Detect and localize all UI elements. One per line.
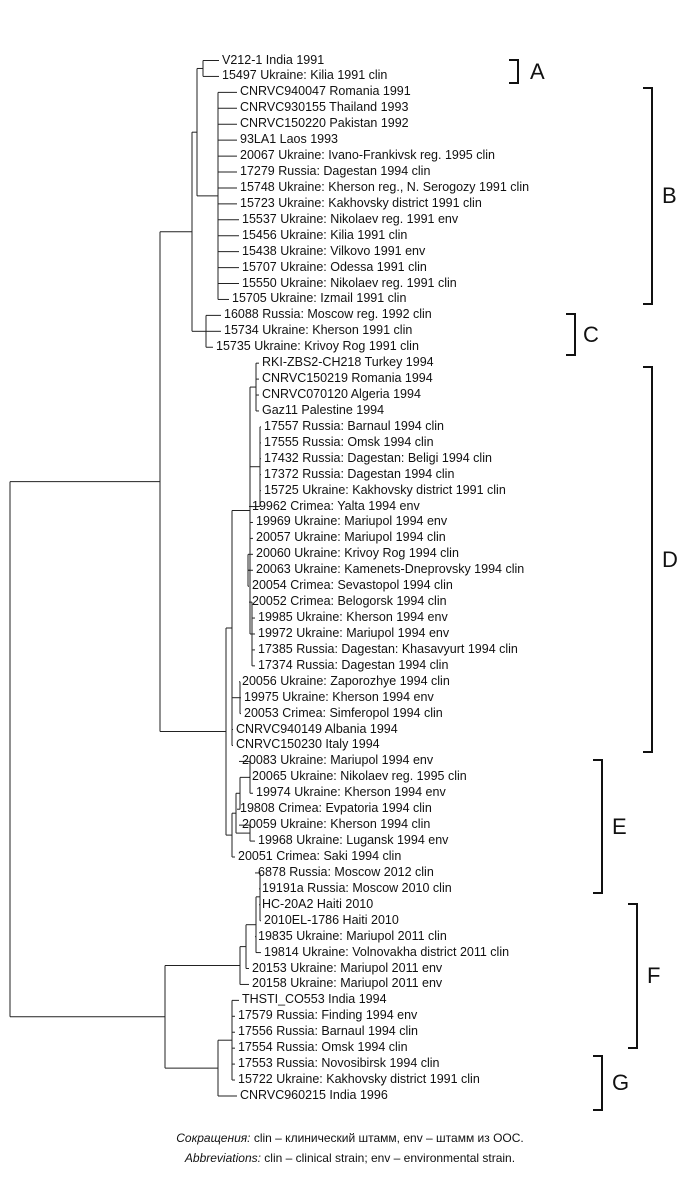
clade-letter: B (662, 183, 677, 208)
clade-bracket (643, 87, 653, 305)
leaf-label: 19814 Ukraine: Volnovakha district 2011 … (264, 944, 510, 959)
leaf-label: 15537 Ukraine: Nikolaev reg. 1991 env (242, 211, 459, 226)
leaf-label: CNRVC150230 Italy 1994 (236, 737, 380, 752)
leaf-label: 6878 Russia: Moscow 2012 clin (258, 864, 434, 879)
leaf-label: 19191a Russia: Moscow 2010 clin (262, 880, 452, 895)
leaf-label: 20063 Ukraine: Kamenets-Dneprovsky 1994 … (256, 562, 525, 577)
leaf-label: 20059 Ukraine: Kherson 1994 clin (242, 817, 431, 832)
clade-bracket (628, 903, 638, 1049)
leaf-label: 15497 Ukraine: Kilia 1991 clin (222, 68, 388, 83)
leaf-label: 16088 Russia: Moscow reg. 1992 clin (224, 307, 432, 322)
clade-letter: C (583, 321, 599, 347)
leaf-label: RKI-ZBS2-CH218 Turkey 1994 (262, 355, 434, 370)
leaf-label: 17557 Russia: Barnaul 1994 clin (264, 418, 444, 433)
leaf-label: 19972 Ukraine: Mariupol 1994 env (258, 625, 450, 640)
leaf-label: 17555 Russia: Omsk 1994 clin (264, 434, 434, 449)
leaf-label: CNRVC940047 Romania 1991 (240, 84, 411, 99)
leaf-label: 17556 Russia: Barnaul 1994 clin (238, 1024, 418, 1039)
leaf-label: 15722 Ukraine: Kakhovsky district 1991 c… (238, 1072, 480, 1087)
leaf-label: 17279 Russia: Dagestan 1994 clin (240, 164, 431, 178)
leaf-label: 2010EL-1786 Haiti 2010 (264, 912, 399, 927)
leaf-label: 17432 Russia: Dagestan: Beligi 1994 clin (264, 450, 492, 465)
leaf-label: CNRVC150219 Romania 1994 (262, 371, 433, 386)
footnote-english: Abbreviations: clin – clinical strain; e… (0, 1151, 700, 1165)
leaf-label: 19962 Crimea: Yalta 1994 env (252, 498, 420, 513)
leaf-label: 19969 Ukraine: Mariupol 1994 env (256, 514, 448, 529)
leaf-label: 19985 Ukraine: Kherson 1994 env (258, 610, 448, 625)
clade-bracket (593, 1055, 603, 1111)
footnote-english-text: clin – clinical strain; env – environmen… (260, 1151, 516, 1165)
clade-letter: D (662, 546, 678, 572)
leaf-label: 20056 Ukraine: Zaporozhye 1994 clin (242, 673, 450, 688)
leaf-label: CNRVC940149 Albania 1994 (236, 721, 398, 736)
clade-letter: E (612, 813, 627, 839)
leaf-label: 20060 Ukraine: Krivoy Rog 1994 clin (256, 546, 459, 561)
clade-letter: F (647, 963, 661, 988)
leaf-label: 15438 Ukraine: Vilkovo 1991 env (242, 243, 426, 258)
clade-letter: G (612, 1070, 630, 1095)
leaf-label: 15723 Ukraine: Kakhovsky district 1991 c… (240, 195, 482, 210)
leaf-label: 19808 Crimea: Evpatoria 1994 clin (240, 801, 432, 816)
leaf-label: CNRVC930155 Thailand 1993 (240, 100, 409, 115)
leaf-label: 20067 Ukraine: Ivano-Frankivsk reg. 1995… (240, 148, 495, 163)
leaf-label: 20065 Ukraine: Nikolaev reg. 1995 clin (252, 769, 467, 784)
leaf-label: 20052 Crimea: Belogorsk 1994 clin (252, 594, 447, 609)
leaf-label: 15456 Ukraine: Kilia 1991 clin (242, 227, 408, 242)
leaf-label: 20158 Ukraine: Mariupol 2011 env (252, 976, 443, 991)
leaf-label: 17554 Russia: Omsk 1994 clin (238, 1040, 408, 1055)
leaf-label: 15735 Ukraine: Krivoy Rog 1991 clin (216, 339, 419, 354)
leaf-label: 20051 Crimea: Saki 1994 clin (238, 849, 402, 863)
leaf-label: 19975 Ukraine: Kherson 1994 env (244, 689, 434, 704)
leaf-label: 17579 Russia: Finding 1994 env (238, 1008, 418, 1023)
leaf-label: HC-20A2 Haiti 2010 (262, 896, 374, 911)
clade-bracket (643, 366, 653, 753)
leaf-label: 17374 Russia: Dagestan 1994 clin (258, 657, 449, 672)
leaf-label: 19835 Ukraine: Mariupol 2011 clin (258, 928, 447, 943)
leaf-label: 15734 Ukraine: Kherson 1991 clin (224, 323, 413, 338)
leaf-label: Gaz11 Palestine 1994 (262, 402, 385, 417)
leaf-label: V212-1 India 1991 (222, 52, 325, 67)
footnote-english-label: Abbreviations: (184, 1151, 261, 1165)
leaf-label: 17553 Russia: Novosibirsk 1994 clin (238, 1056, 440, 1071)
leaf-label: 20054 Crimea: Sevastopol 1994 clin (252, 578, 453, 593)
leaf-label: 19968 Ukraine: Lugansk 1994 env (258, 833, 449, 848)
leaf-label: 17385 Russia: Dagestan: Khasavyurt 1994 … (258, 641, 518, 656)
leaf-label: 20057 Ukraine: Mariupol 1994 clin (256, 530, 446, 545)
leaf-label: 15725 Ukraine: Kakhovsky district 1991 c… (264, 482, 506, 497)
leaf-label: 15707 Ukraine: Odessa 1991 clin (242, 259, 427, 274)
leaf-label: 20153 Ukraine: Mariupol 2011 env (252, 960, 443, 975)
leaf-label: CNRVC070120 Algeria 1994 (262, 387, 421, 402)
clade-letter: A (530, 58, 545, 84)
leaf-label: 93LA1 Laos 1993 (240, 132, 339, 147)
footnote-russian: Сокращения: clin – клинический штамм, en… (0, 1131, 700, 1145)
clade-bracket (566, 313, 576, 356)
footnote-russian-text: clin – клинический штамм, env – штамм из… (250, 1131, 524, 1145)
leaf-label: 19974 Ukraine: Kherson 1994 env (256, 785, 446, 800)
footnote-russian-label: Сокращения: (176, 1131, 251, 1145)
leaf-label: 15748 Ukraine: Kherson reg., N. Serogozy… (240, 179, 530, 194)
leaf-label: 15705 Ukraine: Izmail 1991 clin (232, 291, 407, 306)
leaf-label: THSTI_CO553 India 1994 (242, 992, 387, 1007)
leaf-label: 20053 Crimea: Simferopol 1994 clin (244, 705, 443, 720)
leaf-label: 15550 Ukraine: Nikolaev reg. 1991 clin (242, 275, 457, 290)
leaf-label: CNRVC960215 India 1996 (240, 1087, 388, 1102)
leaf-label: CNRVC150220 Pakistan 1992 (240, 116, 409, 131)
leaf-label: 20083 Ukraine: Mariupol 1994 env (242, 753, 434, 768)
leaf-label: 17372 Russia: Dagestan 1994 clin (264, 466, 455, 481)
clade-bracket (593, 759, 603, 894)
clade-bracket (509, 59, 519, 84)
